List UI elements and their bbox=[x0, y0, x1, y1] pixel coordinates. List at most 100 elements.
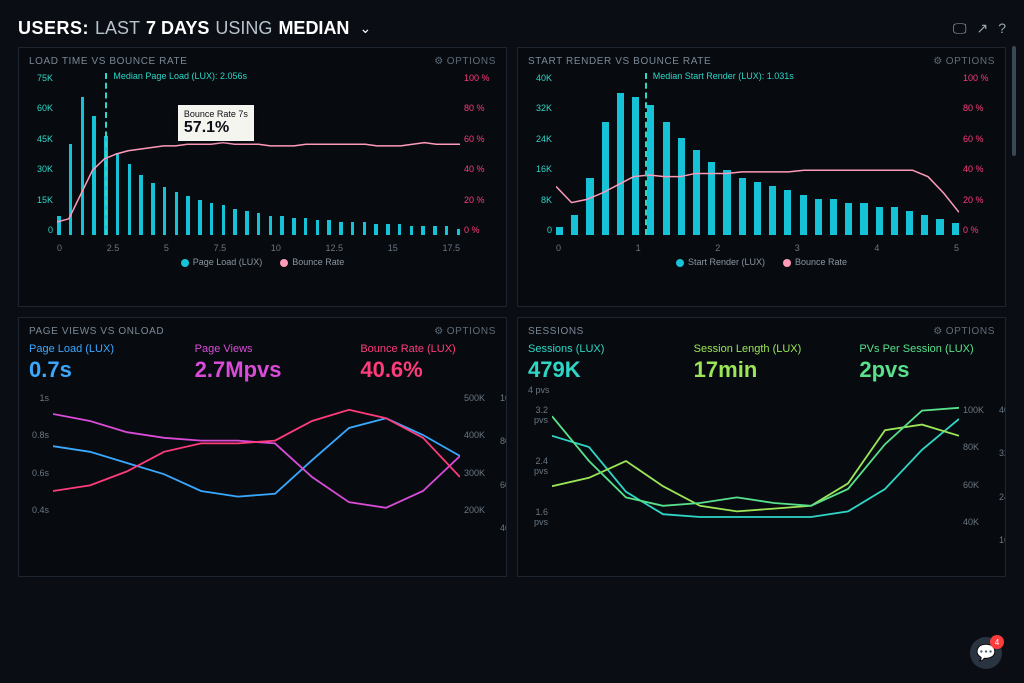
panel-load-time-vs-bounce-rate: LOAD TIME VS BOUNCE RATE ⚙OPTIONS 75K60K… bbox=[18, 47, 507, 307]
page-title[interactable]: USERS: LAST 7 DAYS USING MEDIAN ⌄ bbox=[18, 18, 371, 39]
bar bbox=[151, 183, 155, 235]
bar bbox=[936, 219, 943, 235]
options-button[interactable]: ⚙OPTIONS bbox=[933, 326, 995, 337]
bar bbox=[198, 200, 202, 235]
bar bbox=[398, 224, 402, 235]
y-axis-left: 40K32K24K16K8K0 bbox=[528, 73, 552, 235]
bar bbox=[693, 150, 700, 235]
legend-item: Bounce Rate bbox=[783, 257, 847, 267]
chat-button[interactable]: 💬 4 bbox=[970, 637, 1002, 669]
metrics-row: Page Load (LUX)0.7s Page Views 2.7Mpvs Boun… bbox=[29, 343, 496, 383]
notification-badge: 4 bbox=[990, 635, 1004, 649]
bar bbox=[830, 199, 837, 235]
bar bbox=[784, 190, 791, 235]
bar bbox=[245, 211, 249, 235]
bar bbox=[906, 211, 913, 235]
bar bbox=[800, 195, 807, 236]
bar bbox=[815, 199, 822, 235]
panel-page-views-vs-onload: PAGE VIEWS VS ONLOAD ⚙OPTIONS Page Load … bbox=[18, 317, 507, 577]
metric: Session Length (LUX)17min bbox=[694, 343, 830, 395]
median-line bbox=[645, 73, 647, 235]
panel-title: START RENDER VS BOUNCE RATE bbox=[528, 56, 711, 67]
bar bbox=[556, 227, 563, 235]
y-axis-right-2: 40 min32 min24 min16 min bbox=[999, 405, 1006, 545]
bar bbox=[163, 187, 167, 235]
bar bbox=[280, 216, 284, 235]
bar bbox=[233, 209, 237, 235]
bar bbox=[571, 215, 578, 235]
y-axis-right-2: 100%80%60%40% bbox=[500, 393, 507, 533]
median-line bbox=[105, 73, 107, 235]
bar bbox=[708, 162, 715, 235]
y-axis-left: 1s0.8s0.6s0.4s bbox=[25, 393, 49, 515]
bar bbox=[304, 218, 308, 235]
bar bbox=[363, 222, 367, 235]
monitor-icon[interactable]: 🖵 bbox=[953, 20, 967, 37]
x-axis: 012345 bbox=[556, 243, 959, 253]
metric-value: 2.7Mpvs bbox=[195, 357, 331, 383]
gear-icon: ⚙ bbox=[933, 56, 943, 67]
chart-lines bbox=[552, 405, 959, 545]
line-chart: 1s0.8s0.6s0.4s 500K400K300K200K 100%80%6… bbox=[53, 393, 460, 533]
bar bbox=[433, 226, 437, 235]
bar bbox=[952, 223, 959, 235]
bar bbox=[921, 215, 928, 235]
scrollbar[interactable] bbox=[1012, 46, 1016, 156]
title-using: USING bbox=[215, 18, 272, 39]
y-axis-right: 100 %80 %60 %40 %20 %0 % bbox=[963, 73, 995, 235]
bar bbox=[269, 216, 273, 235]
metrics-row: Sessions (LUX)479K4 pvs Session Length (L… bbox=[528, 343, 995, 395]
panel-title: LOAD TIME VS BOUNCE RATE bbox=[29, 56, 188, 67]
bar bbox=[647, 105, 654, 235]
metric-value: 479K bbox=[528, 357, 664, 383]
metric-label: Session Length (LUX) bbox=[694, 343, 830, 355]
bar bbox=[769, 186, 776, 235]
bar bbox=[602, 122, 609, 235]
title-period-bold: 7 DAYS bbox=[146, 18, 209, 39]
bar bbox=[92, 116, 96, 235]
help-icon[interactable]: ? bbox=[998, 20, 1006, 37]
y-axis-right: 100 %80 %60 %40 %20 %0 % bbox=[464, 73, 496, 235]
tooltip: Bounce Rate 7s 57.1% bbox=[178, 105, 254, 141]
metric-label: PVs Per Session (LUX) bbox=[859, 343, 995, 355]
header-bar: USERS: LAST 7 DAYS USING MEDIAN ⌄ 🖵 ↗ ? bbox=[18, 18, 1006, 47]
bar bbox=[617, 93, 624, 235]
options-button[interactable]: ⚙OPTIONS bbox=[434, 326, 496, 337]
metric-label: Page Views bbox=[195, 343, 331, 355]
bar bbox=[292, 218, 296, 235]
bar bbox=[410, 226, 414, 235]
bar bbox=[81, 97, 85, 235]
bar bbox=[678, 138, 685, 235]
bar bbox=[116, 153, 120, 235]
bar bbox=[663, 122, 670, 235]
chevron-down-icon[interactable]: ⌄ bbox=[359, 20, 371, 37]
bar bbox=[445, 226, 449, 235]
median-label: Median Page Load (LUX): 2.056s bbox=[113, 71, 247, 81]
bar bbox=[632, 97, 639, 235]
gear-icon: ⚙ bbox=[933, 326, 943, 337]
metric-value: 40.6% bbox=[360, 357, 496, 383]
median-label: Median Start Render (LUX): 1.031s bbox=[653, 71, 794, 81]
bar bbox=[723, 170, 730, 235]
bar-chart: 75K60K45K30K15K0 100 %80 %60 %40 %20 %0 … bbox=[57, 73, 460, 253]
bar bbox=[128, 164, 132, 235]
line-chart: 3.2 pvs2.4 pvs1.6 pvs 100K80K60K40K 40 m… bbox=[552, 405, 959, 545]
metric: Bounce Rate (LUX) 40.6% bbox=[360, 343, 496, 383]
metric: Page Load (LUX)0.7s bbox=[29, 343, 165, 383]
bar bbox=[845, 203, 852, 235]
gear-icon: ⚙ bbox=[434, 56, 444, 67]
bar bbox=[57, 216, 61, 235]
bar bbox=[374, 224, 378, 235]
metric-label: Bounce Rate (LUX) bbox=[360, 343, 496, 355]
y-axis-left: 3.2 pvs2.4 pvs1.6 pvs bbox=[524, 405, 548, 527]
metric: Page Views 2.7Mpvs bbox=[195, 343, 331, 383]
legend-item: Page Load (LUX) bbox=[181, 257, 263, 267]
x-axis: 02.557.51012.51517.5 bbox=[57, 243, 460, 253]
metric: Sessions (LUX)479K4 pvs bbox=[528, 343, 664, 395]
share-icon[interactable]: ↗ bbox=[976, 20, 988, 37]
legend: Page Load (LUX)Bounce Rate bbox=[29, 257, 496, 267]
bar bbox=[891, 207, 898, 235]
bar bbox=[257, 213, 261, 235]
options-button[interactable]: ⚙OPTIONS bbox=[933, 56, 995, 67]
options-button[interactable]: ⚙OPTIONS bbox=[434, 56, 496, 67]
